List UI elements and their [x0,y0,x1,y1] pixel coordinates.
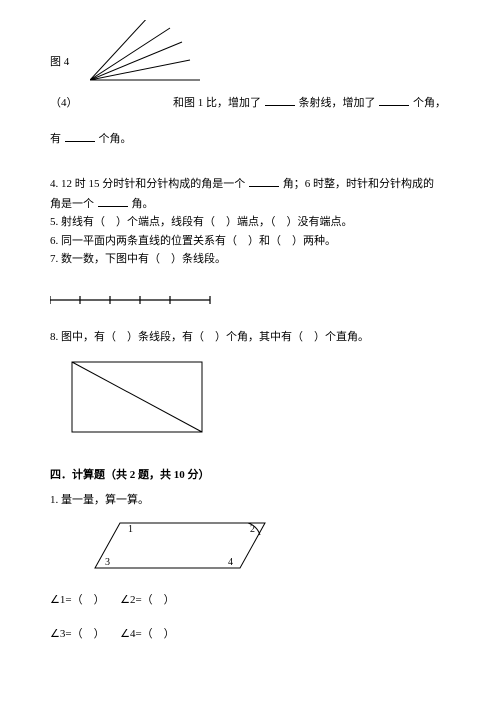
q4-mid3: 个角， [413,97,446,109]
q6: 6. 同一平面内两条直线的位置关系有（ ）和（ ）两种。 [50,233,450,250]
q4-l2-a: 角是一个 [50,198,94,210]
blank-angles-added[interactable] [379,94,409,106]
q-4-line2: 有 个角。 [50,130,450,148]
q8-figure [70,360,450,446]
q4-block: 4. 12 时 15 分时针和分针构成的角是一个 角；6 时整，时针和分针构成的… [50,175,450,212]
q4-mid2: 条射线，增加了 [299,97,376,109]
q4-mid1: 和图 1 比，增加了 [173,97,261,109]
q7-figure [50,290,450,316]
figure-4-block: 图 4 [50,20,450,88]
fig4-label: 图 4 [50,56,69,68]
svg-text:4: 4 [228,557,233,568]
angle2: ∠2=（ ） [120,594,175,606]
blank-total-angles[interactable] [65,130,95,142]
q4-text-b: 角；6 时整，时针和分针构成的 [283,178,434,190]
angles-row-1: ∠1=（ ） ∠2=（ ） [50,592,450,609]
fig4-label-wrap: 图 4 [50,54,90,89]
parallelogram-figure: 1 2 3 4 [90,518,450,582]
svg-text:2: 2 [250,524,255,535]
page-root: 图 4 （4） 和图 1 比，增加了 条射线，增加了 个角， 有 个角。 4. … [0,0,500,663]
angle4: ∠4=（ ） [120,628,175,640]
q8: 8. 图中，有（ ）条线段，有（ ）个角，其中有（ ）个直角。 [50,329,450,346]
q-4-line1: （4） 和图 1 比，增加了 条射线，增加了 个角， [50,94,450,112]
q7: 7. 数一数，下图中有（ ）条线段。 [50,251,450,268]
blank-q4a[interactable] [249,175,279,187]
svg-text:3: 3 [105,557,110,568]
q5: 5. 射线有（ ）个端点，线段有（ ）端点，（ ）没有端点。 [50,214,450,231]
sec4-q1: 1. 量一量，算一算。 [50,492,450,509]
q4-prefix: （4） [50,97,78,109]
angles-row-2: ∠3=（ ） ∠4=（ ） [50,626,450,643]
q4-l2a: 有 [50,133,61,145]
angle1: ∠1=（ ） [50,594,105,606]
para-svg: 1 2 3 4 [90,518,275,576]
blank-rays[interactable] [265,94,295,106]
blank-q4b[interactable] [98,195,128,207]
q7-svg [50,290,220,310]
angle3: ∠3=（ ） [50,628,105,640]
section-4-head: 四．计算题（共 2 题，共 10 分） [50,467,450,484]
q4-text-a: 4. 12 时 15 分时针和分针构成的角是一个 [50,178,245,190]
svg-text:1: 1 [128,524,133,535]
q4-l2b: 个角。 [99,133,132,145]
q8-svg [70,360,210,440]
fig4-svg [90,20,210,88]
q4-l2-b: 角。 [132,198,154,210]
